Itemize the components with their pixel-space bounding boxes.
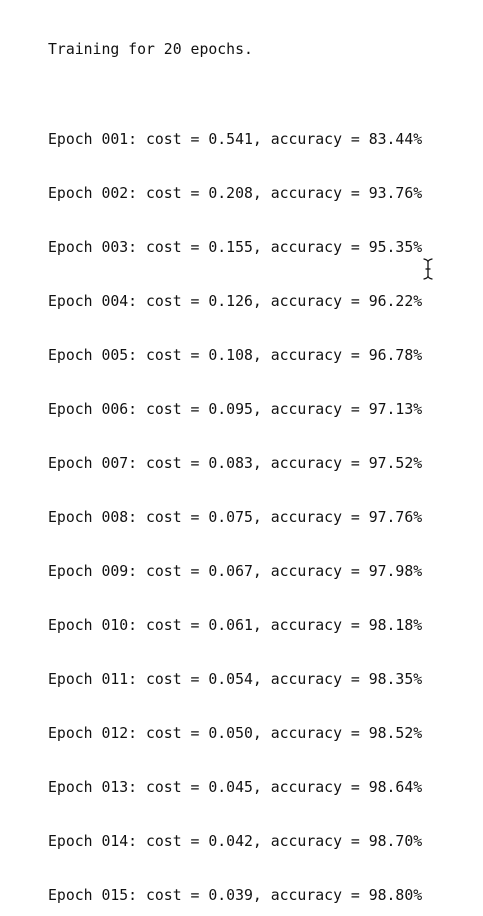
console-output: Training for 20 epochs. Epoch 001: cost … bbox=[48, 5, 422, 916]
epoch-line: Epoch 002: cost = 0.208, accuracy = 93.7… bbox=[48, 185, 423, 202]
epoch-line: Epoch 008: cost = 0.075, accuracy = 97.7… bbox=[48, 509, 423, 526]
epoch-line: Epoch 012: cost = 0.050, accuracy = 98.5… bbox=[48, 725, 423, 742]
epoch-line: Epoch 014: cost = 0.042, accuracy = 98.7… bbox=[48, 833, 423, 850]
epoch-line: Epoch 004: cost = 0.126, accuracy = 96.2… bbox=[48, 293, 423, 310]
epoch-line: Epoch 015: cost = 0.039, accuracy = 98.8… bbox=[48, 887, 423, 904]
epoch-line: Epoch 013: cost = 0.045, accuracy = 98.6… bbox=[48, 779, 423, 796]
text-cursor-icon bbox=[423, 258, 433, 280]
epoch-line: Epoch 001: cost = 0.541, accuracy = 83.4… bbox=[48, 131, 423, 148]
epoch-line: Epoch 005: cost = 0.108, accuracy = 96.7… bbox=[48, 347, 423, 364]
training-header: Training for 20 epochs. bbox=[48, 41, 253, 58]
epoch-line: Epoch 009: cost = 0.067, accuracy = 97.9… bbox=[48, 563, 423, 580]
epoch-line: Epoch 011: cost = 0.054, accuracy = 98.3… bbox=[48, 671, 423, 688]
epoch-line: Epoch 006: cost = 0.095, accuracy = 97.1… bbox=[48, 401, 423, 418]
epoch-line: Epoch 010: cost = 0.061, accuracy = 98.1… bbox=[48, 617, 423, 634]
epoch-log: Epoch 001: cost = 0.541, accuracy = 83.4… bbox=[48, 95, 422, 916]
epoch-line: Epoch 003: cost = 0.155, accuracy = 95.3… bbox=[48, 239, 423, 256]
